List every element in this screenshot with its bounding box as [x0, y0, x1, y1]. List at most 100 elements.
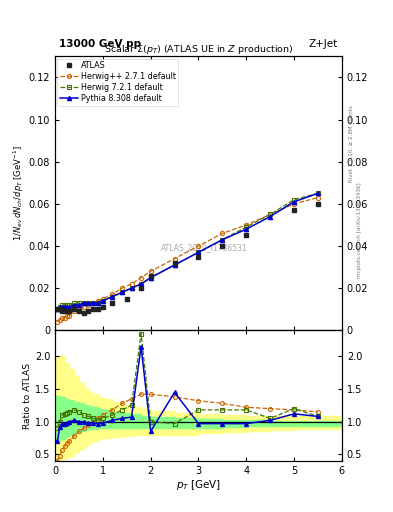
Pythia 8.308 default: [110, 293, 115, 300]
Herwig++ 2.7.1 default: [244, 222, 249, 228]
Herwig++ 2.7.1 default: [91, 300, 95, 306]
Herwig++ 2.7.1 default: [96, 298, 101, 304]
Herwig++ 2.7.1 default: [129, 281, 134, 287]
Herwig 7.2.1 default: [110, 293, 115, 300]
Line: Pythia 8.308 default: Pythia 8.308 default: [55, 191, 320, 311]
Herwig 7.2.1 default: [60, 302, 64, 308]
ATLAS: [139, 285, 143, 291]
Herwig++ 2.7.1 default: [268, 211, 273, 218]
Pythia 8.308 default: [91, 300, 95, 306]
Herwig 7.2.1 default: [55, 306, 60, 312]
Herwig 7.2.1 default: [244, 224, 249, 230]
Pythia 8.308 default: [77, 302, 81, 308]
Legend: ATLAS, Herwig++ 2.7.1 default, Herwig 7.2.1 default, Pythia 8.308 default: ATLAS, Herwig++ 2.7.1 default, Herwig 7.…: [57, 59, 178, 105]
Text: ATLAS_2019_I1736531: ATLAS_2019_I1736531: [161, 244, 248, 252]
Pythia 8.308 default: [64, 304, 69, 310]
Herwig 7.2.1 default: [316, 190, 320, 197]
Herwig 7.2.1 default: [57, 304, 62, 310]
X-axis label: $p_T\;[\mathrm{GeV}]$: $p_T\;[\mathrm{GeV}]$: [176, 478, 221, 493]
ATLAS: [101, 304, 105, 310]
Herwig++ 2.7.1 default: [86, 302, 91, 308]
Herwig 7.2.1 default: [86, 300, 91, 306]
Pythia 8.308 default: [72, 302, 77, 308]
ATLAS: [67, 308, 72, 314]
Text: Z+Jet: Z+Jet: [309, 38, 338, 49]
Herwig++ 2.7.1 default: [172, 255, 177, 262]
ATLAS: [125, 295, 129, 302]
Herwig++ 2.7.1 default: [60, 314, 64, 321]
ATLAS: [81, 310, 86, 316]
Line: Herwig++ 2.7.1 default: Herwig++ 2.7.1 default: [55, 196, 320, 324]
ATLAS: [64, 308, 69, 314]
Herwig 7.2.1 default: [81, 300, 86, 306]
Pythia 8.308 default: [96, 300, 101, 306]
Pythia 8.308 default: [101, 298, 105, 304]
ATLAS: [316, 201, 320, 207]
Herwig 7.2.1 default: [64, 302, 69, 308]
Herwig++ 2.7.1 default: [101, 295, 105, 302]
Text: 13000 GeV pp: 13000 GeV pp: [59, 38, 141, 49]
ATLAS: [292, 207, 296, 214]
Herwig 7.2.1 default: [129, 285, 134, 291]
Herwig++ 2.7.1 default: [119, 285, 124, 291]
Herwig++ 2.7.1 default: [62, 314, 67, 321]
Herwig 7.2.1 default: [148, 274, 153, 281]
ATLAS: [110, 300, 115, 306]
Pythia 8.308 default: [81, 300, 86, 306]
ATLAS: [196, 253, 201, 260]
Pythia 8.308 default: [268, 214, 273, 220]
Herwig++ 2.7.1 default: [57, 317, 62, 323]
Line: Herwig 7.2.1 default: Herwig 7.2.1 default: [55, 191, 320, 311]
Herwig++ 2.7.1 default: [55, 319, 60, 325]
Pythia 8.308 default: [55, 306, 60, 312]
ATLAS: [60, 308, 64, 314]
Pythia 8.308 default: [292, 199, 296, 205]
Herwig++ 2.7.1 default: [64, 312, 69, 318]
Pythia 8.308 default: [139, 281, 143, 287]
Herwig++ 2.7.1 default: [77, 306, 81, 312]
Pythia 8.308 default: [119, 289, 124, 295]
Herwig++ 2.7.1 default: [139, 274, 143, 281]
Y-axis label: Ratio to ATLAS: Ratio to ATLAS: [23, 362, 32, 429]
Pythia 8.308 default: [67, 304, 72, 310]
ATLAS: [96, 306, 101, 312]
Herwig++ 2.7.1 default: [72, 308, 77, 314]
Pythia 8.308 default: [148, 274, 153, 281]
ATLAS: [57, 306, 62, 312]
Herwig++ 2.7.1 default: [196, 243, 201, 249]
Pythia 8.308 default: [86, 300, 91, 306]
ATLAS: [86, 308, 91, 314]
Herwig 7.2.1 default: [220, 237, 225, 243]
Herwig++ 2.7.1 default: [148, 268, 153, 274]
ATLAS: [220, 243, 225, 249]
Text: mcplots.cern.ch [arXiv:1306.3436]: mcplots.cern.ch [arXiv:1306.3436]: [357, 183, 362, 278]
Pythia 8.308 default: [220, 237, 225, 243]
ATLAS: [172, 260, 177, 266]
Herwig++ 2.7.1 default: [220, 230, 225, 237]
Pythia 8.308 default: [196, 249, 201, 255]
ATLAS: [55, 306, 60, 312]
Herwig++ 2.7.1 default: [67, 312, 72, 318]
Pythia 8.308 default: [316, 190, 320, 197]
Herwig++ 2.7.1 default: [81, 304, 86, 310]
Herwig 7.2.1 default: [119, 289, 124, 295]
Herwig 7.2.1 default: [67, 302, 72, 308]
ATLAS: [91, 306, 95, 312]
Pythia 8.308 default: [244, 226, 249, 232]
Herwig 7.2.1 default: [196, 249, 201, 255]
Herwig 7.2.1 default: [172, 262, 177, 268]
Title: Scalar $\Sigma(p_T)$ (ATLAS UE in $Z$ production): Scalar $\Sigma(p_T)$ (ATLAS UE in $Z$ pr…: [104, 44, 293, 56]
Herwig++ 2.7.1 default: [292, 201, 296, 207]
Pythia 8.308 default: [62, 304, 67, 310]
ATLAS: [62, 308, 67, 314]
Pythia 8.308 default: [129, 285, 134, 291]
Herwig++ 2.7.1 default: [316, 195, 320, 201]
ATLAS: [72, 306, 77, 312]
Herwig 7.2.1 default: [101, 298, 105, 304]
Pythia 8.308 default: [57, 304, 62, 310]
Herwig 7.2.1 default: [91, 300, 95, 306]
Herwig 7.2.1 default: [77, 300, 81, 306]
ATLAS: [244, 232, 249, 239]
Herwig 7.2.1 default: [96, 300, 101, 306]
Y-axis label: $1/N_{ev}\,dN_{ch}/dp_T\;[\mathrm{GeV}^{-1}]$: $1/N_{ev}\,dN_{ch}/dp_T\;[\mathrm{GeV}^{…: [11, 145, 26, 241]
